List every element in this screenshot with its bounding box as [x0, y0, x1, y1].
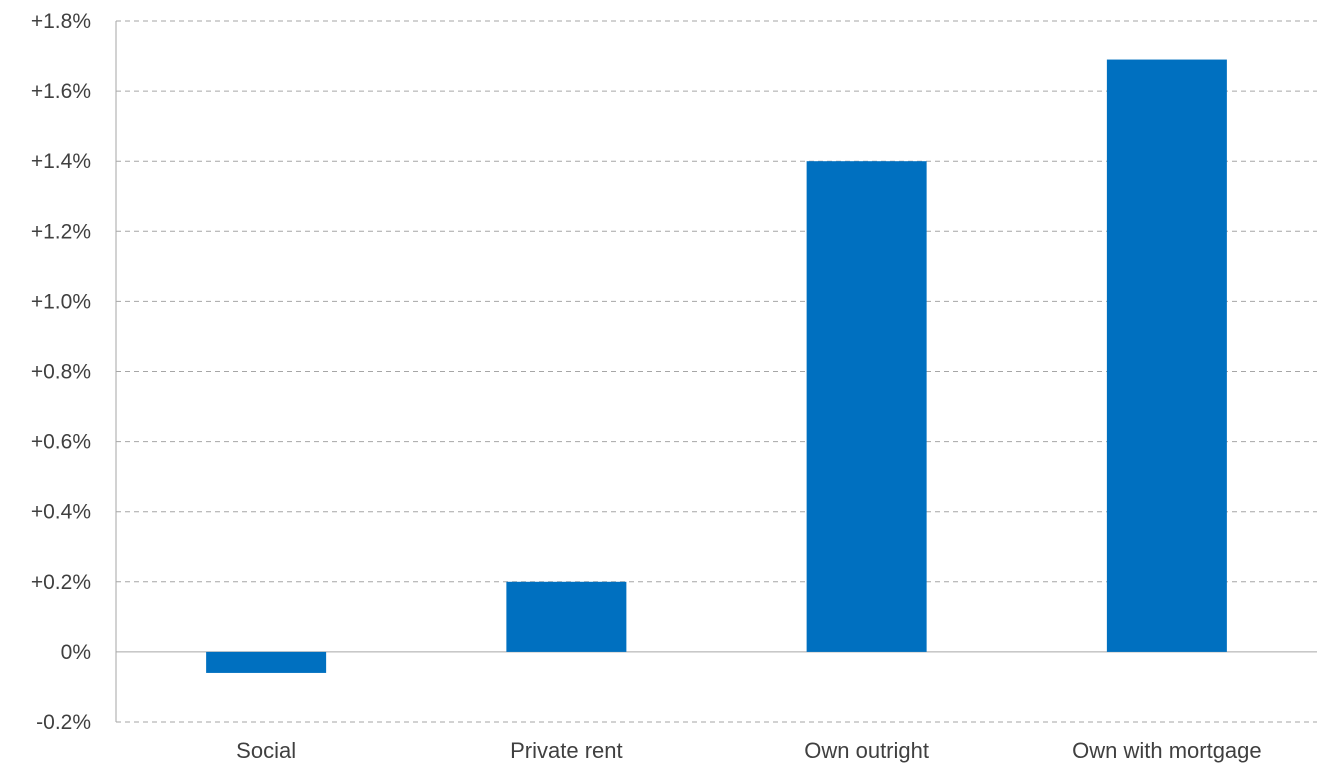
y-tick-label: +0.8%	[31, 361, 91, 384]
y-tick-label: -0.2%	[36, 711, 91, 734]
y-tick-label: +0.6%	[31, 431, 91, 454]
y-tick-label: +1.8%	[31, 10, 91, 33]
y-tick-label: +1.4%	[31, 150, 91, 173]
y-tick-label: +0.4%	[31, 501, 91, 524]
bar-private-rent	[506, 581, 627, 652]
bar-own-outright	[806, 161, 927, 652]
y-tick-label: +1.0%	[31, 290, 91, 313]
bar-social	[206, 651, 327, 673]
x-tick-label: Social	[236, 738, 296, 763]
x-tick-label: Private rent	[510, 738, 623, 763]
y-axis: -0.2% 0% +0.2% +0.4% +0.6% +0.8% +1.0% +1.2% +1.…	[31, 10, 117, 734]
x-tick-label: Own with mortgage	[1072, 738, 1262, 763]
y-tick-label: +1.6%	[31, 80, 91, 103]
y-tick-label: +1.2%	[31, 220, 91, 243]
y-tick-label: +0.2%	[31, 571, 91, 594]
bars	[206, 59, 1227, 673]
x-tick-label: Own outright	[804, 738, 929, 763]
y-tick-label: 0%	[61, 641, 91, 664]
bar-own-with-mortgage	[1106, 59, 1227, 652]
x-axis: Social Private rent Own outright Own with m…	[236, 738, 1261, 763]
